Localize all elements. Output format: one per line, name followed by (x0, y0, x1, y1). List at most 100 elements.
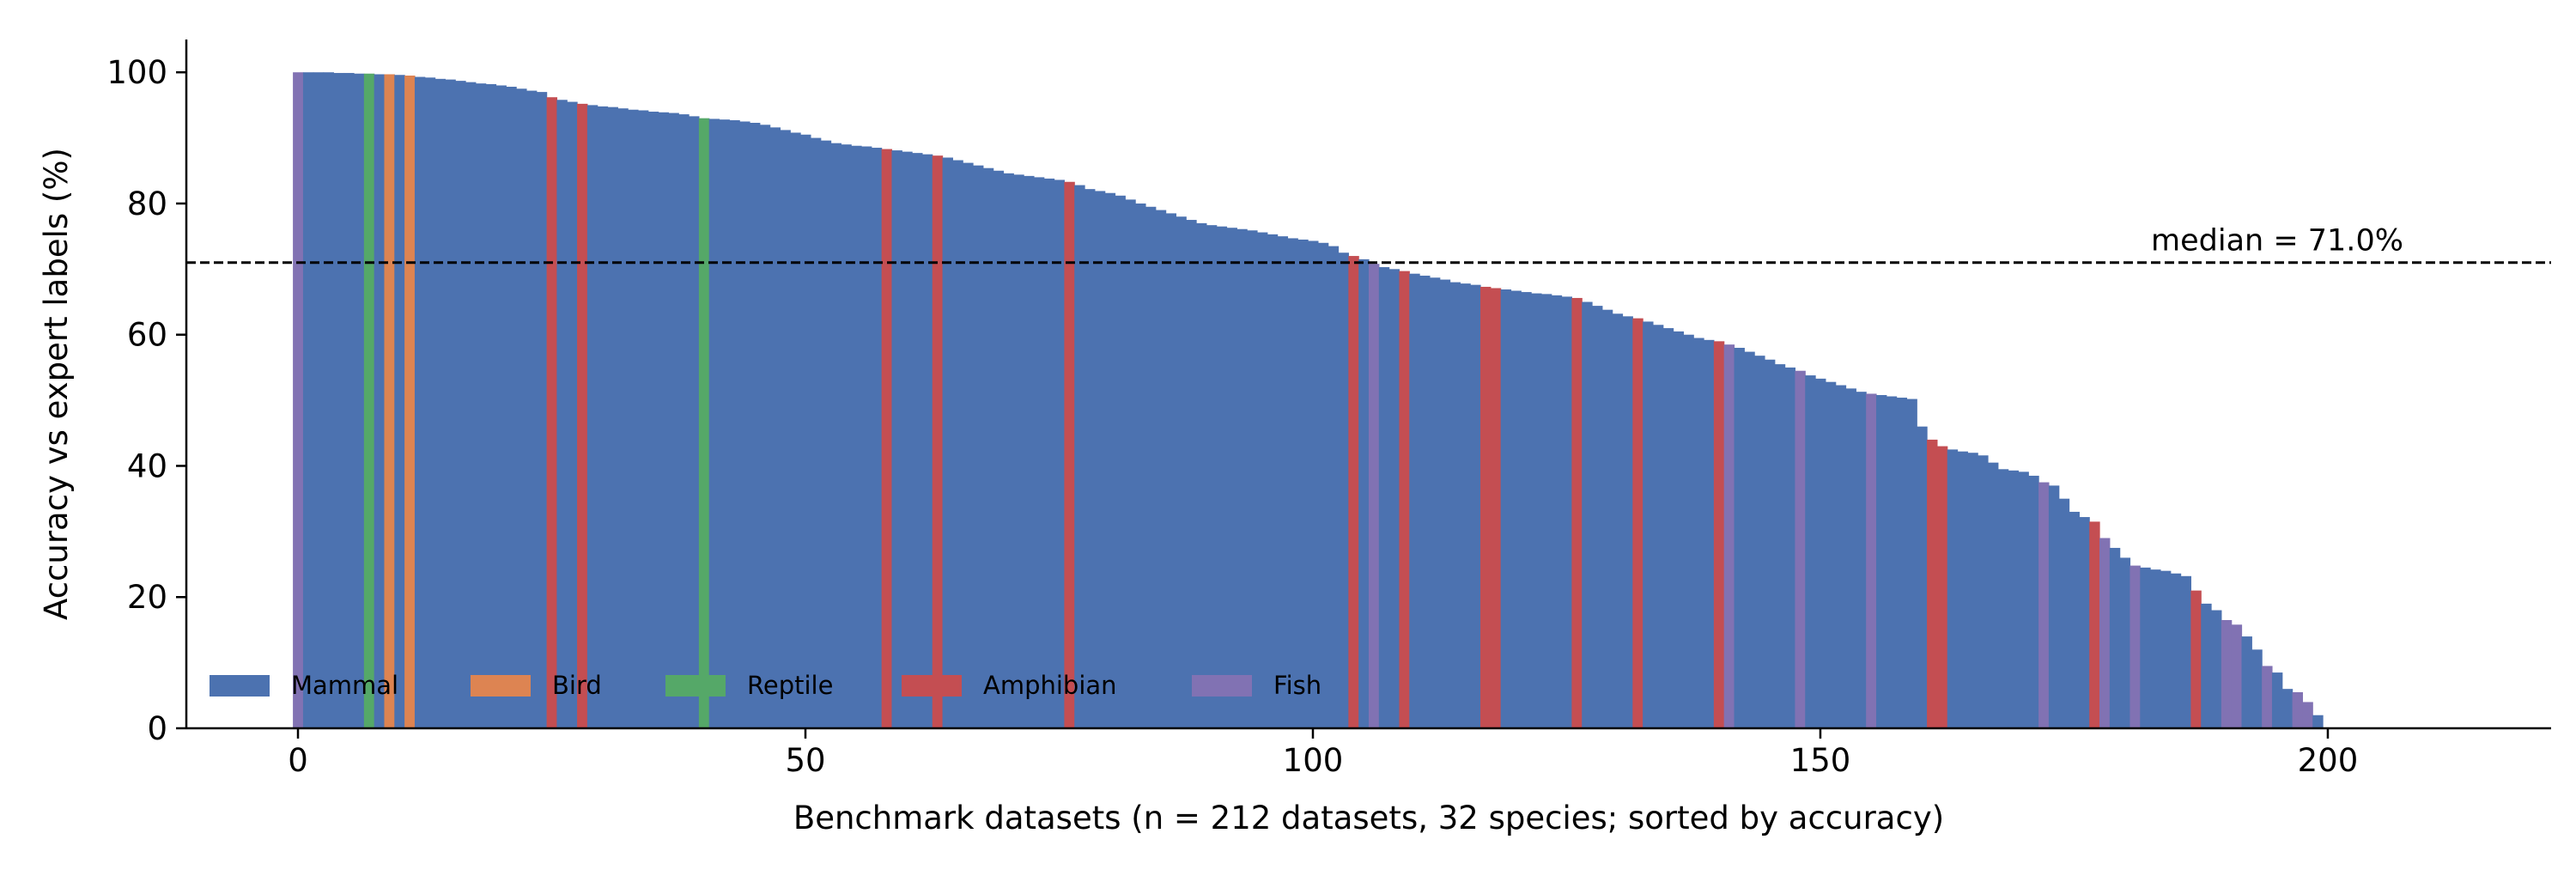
bar (1612, 313, 1624, 728)
bar (1033, 177, 1045, 728)
bar (952, 160, 963, 728)
bar (1165, 213, 1177, 728)
bar (1054, 179, 1066, 729)
bar (841, 144, 852, 728)
bar (577, 103, 588, 728)
bar (1317, 242, 1329, 728)
bar (2281, 689, 2293, 728)
bar (2008, 470, 2020, 728)
bar (2089, 521, 2100, 728)
bar (921, 154, 933, 728)
bar (1521, 292, 1532, 728)
bar (1135, 203, 1146, 728)
bar (1673, 331, 1685, 728)
bar (800, 134, 811, 728)
bar (1216, 226, 1228, 729)
median-label: median = 71.0% (2151, 224, 2403, 259)
bar (810, 137, 822, 729)
bar (485, 83, 497, 729)
bar (1601, 309, 1613, 728)
bar (1957, 451, 1968, 728)
bar (780, 130, 791, 729)
bar (1988, 462, 1999, 728)
bar (1013, 174, 1024, 729)
bar (2211, 610, 2222, 728)
bar (1886, 396, 1898, 728)
bar (1247, 230, 1258, 729)
bar (556, 100, 568, 728)
bar (982, 167, 994, 728)
bar (445, 79, 456, 728)
bar (1845, 388, 1856, 728)
bar (1906, 398, 1917, 728)
bar (1236, 228, 1248, 728)
legend-label: Reptile (747, 671, 833, 700)
bar (1327, 246, 1340, 729)
bar (2312, 715, 2324, 728)
bar (526, 90, 538, 728)
bar (1947, 449, 1959, 728)
bar (2048, 485, 2060, 728)
bar (1449, 282, 1461, 729)
bar (1927, 439, 1938, 728)
bar (1480, 286, 1492, 728)
bar (820, 140, 832, 729)
bar (1176, 216, 1187, 728)
bars (293, 72, 2324, 729)
bar (455, 81, 466, 729)
bar (698, 118, 710, 728)
bar (1967, 453, 1978, 728)
bar (586, 105, 598, 728)
bar (2109, 547, 2121, 728)
bar (2140, 567, 2151, 728)
bar (1774, 364, 1786, 728)
bar (1256, 232, 1268, 728)
bar (1713, 341, 1725, 728)
bar (2180, 575, 2191, 728)
legend-label: Fish (1273, 671, 1321, 700)
bar (2201, 603, 2212, 728)
bar (1003, 173, 1014, 728)
bar (1308, 240, 1319, 729)
bar (2251, 649, 2263, 728)
bar (1104, 192, 1116, 728)
bar (293, 72, 304, 728)
bar (394, 75, 405, 728)
bar (1094, 191, 1106, 728)
bar (1378, 267, 1390, 729)
bar (1510, 290, 1522, 728)
bar (617, 108, 629, 728)
bar (993, 170, 1005, 728)
bar (628, 109, 639, 729)
bar (404, 76, 416, 728)
bar (465, 82, 477, 728)
bar (1835, 385, 1847, 728)
y-tick-label: 60 (127, 317, 167, 354)
bar (2069, 511, 2080, 728)
bar (1500, 289, 1512, 728)
bar (2271, 672, 2283, 728)
bar (1531, 293, 1542, 728)
bar (2150, 569, 2161, 728)
bar (2241, 636, 2252, 728)
bar (1592, 306, 1603, 728)
bar (769, 127, 781, 729)
bar (1399, 271, 1410, 728)
bar (2190, 590, 2202, 728)
bar (2099, 538, 2111, 728)
bar (708, 119, 720, 728)
bar (1338, 252, 1349, 728)
bar (1693, 338, 1704, 728)
bar (536, 92, 548, 729)
bar (719, 119, 730, 729)
bar (2262, 666, 2273, 728)
bar (2038, 482, 2050, 728)
bar (1551, 295, 1563, 728)
y-tick-label: 80 (127, 186, 167, 222)
y-tick-label: 0 (147, 710, 167, 747)
bar (1805, 375, 1816, 728)
overlay: median = 71.0% 0 20 40 60 80 100 0 50 100 150 200 Ma… (106, 40, 2551, 779)
bar (1074, 185, 1085, 728)
bar (607, 106, 618, 729)
bar (1155, 210, 1167, 729)
